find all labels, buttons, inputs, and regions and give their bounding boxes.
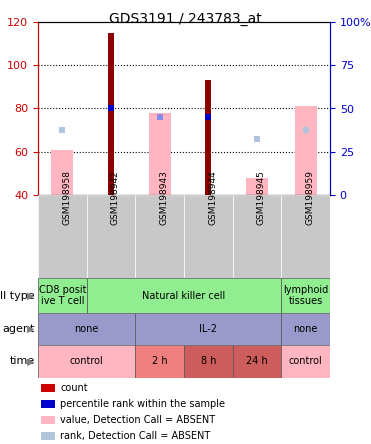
Text: lymphoid
tissues: lymphoid tissues	[283, 285, 328, 306]
Bar	[41, 384, 55, 392]
Bar	[135, 313, 281, 345]
Bar	[205, 80, 211, 195]
Text: IL-2: IL-2	[199, 324, 217, 334]
Bar	[87, 278, 281, 313]
Bar	[108, 33, 114, 195]
Bar	[87, 195, 135, 278]
Text: ▶: ▶	[27, 290, 34, 301]
Bar	[51, 150, 73, 195]
Bar	[135, 195, 184, 278]
Text: 24 h: 24 h	[246, 357, 268, 366]
Text: ▶: ▶	[27, 324, 34, 334]
Bar	[233, 195, 281, 278]
Bar	[38, 195, 87, 278]
Bar	[38, 313, 135, 345]
Text: GSM198958: GSM198958	[62, 170, 71, 225]
Text: GSM198944: GSM198944	[209, 170, 217, 225]
Bar	[184, 345, 233, 378]
Bar	[41, 432, 55, 440]
Text: agent: agent	[3, 324, 35, 334]
Text: none: none	[75, 324, 99, 334]
Bar	[246, 178, 268, 195]
Bar	[149, 113, 171, 195]
Text: control: control	[70, 357, 104, 366]
Text: GSM198942: GSM198942	[111, 170, 120, 225]
Bar	[233, 345, 281, 378]
Text: 8 h: 8 h	[201, 357, 216, 366]
Text: Natural killer cell: Natural killer cell	[142, 290, 226, 301]
Bar	[281, 195, 330, 278]
Bar	[38, 345, 135, 378]
Text: cell type: cell type	[0, 290, 35, 301]
Bar	[41, 400, 55, 408]
Bar	[281, 345, 330, 378]
Text: control: control	[289, 357, 322, 366]
Text: rank, Detection Call = ABSENT: rank, Detection Call = ABSENT	[60, 431, 211, 441]
Text: GSM198959: GSM198959	[306, 170, 315, 225]
Text: value, Detection Call = ABSENT: value, Detection Call = ABSENT	[60, 415, 216, 425]
Bar	[184, 195, 233, 278]
Text: none: none	[293, 324, 318, 334]
Bar	[38, 278, 87, 313]
Text: CD8 posit
ive T cell: CD8 posit ive T cell	[39, 285, 86, 306]
Text: GSM198945: GSM198945	[257, 170, 266, 225]
Text: time: time	[10, 357, 35, 366]
Bar	[281, 278, 330, 313]
Bar	[41, 416, 55, 424]
Text: GDS3191 / 243783_at: GDS3191 / 243783_at	[109, 12, 262, 26]
Text: GSM198943: GSM198943	[160, 170, 169, 225]
Text: count: count	[60, 383, 88, 393]
Bar	[281, 313, 330, 345]
Text: percentile rank within the sample: percentile rank within the sample	[60, 399, 226, 409]
Text: 2 h: 2 h	[152, 357, 167, 366]
Text: ▶: ▶	[27, 357, 34, 366]
Bar	[295, 106, 316, 195]
Bar	[135, 345, 184, 378]
